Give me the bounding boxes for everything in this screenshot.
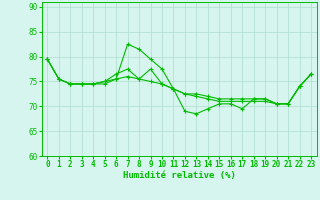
X-axis label: Humidité relative (%): Humidité relative (%) [123,171,236,180]
